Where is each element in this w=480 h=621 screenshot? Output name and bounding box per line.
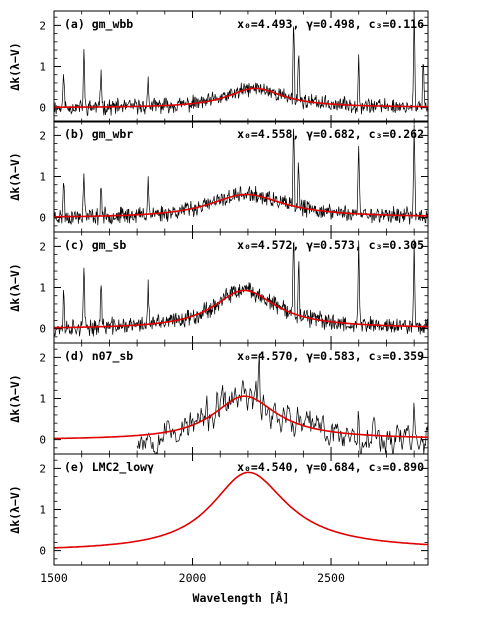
y-tick-label: 2 — [39, 19, 46, 32]
fit-line — [54, 471, 428, 549]
fit-line — [54, 87, 428, 109]
y-tick-label: 2 — [39, 129, 46, 142]
y-axis-label: Δk(λ−V) — [8, 152, 22, 200]
data-line — [136, 353, 428, 454]
y-tick-label: 0 — [39, 434, 46, 447]
fit-parameters: x₀=4.540, γ=0.684, c₃=0.890 — [237, 460, 424, 474]
panel-frame — [53, 10, 429, 123]
y-axis-label: Δk(λ−V) — [8, 42, 22, 90]
panel-label: (a) gm_wbb — [64, 17, 133, 32]
y-tick-label: 2 — [39, 351, 46, 364]
y-tick-label: 2 — [39, 462, 46, 475]
fit-line — [54, 193, 428, 218]
panel-a: 0 1 2 (a) gm_wbb x₀=4.493, γ=0.498, c₃=0.116… — [8, 10, 429, 123]
y-tick-label: 0 — [39, 323, 46, 336]
x-tick-label: 2000 — [179, 571, 207, 585]
panel-label: (b) gm_wbr — [64, 127, 133, 142]
panels-group: 0 1 2 (a) gm_wbb x₀=4.493, γ=0.498, c₃=0.116… — [8, 10, 429, 566]
x-tick-label: 2500 — [317, 571, 345, 585]
panel-label: (e) LMC2_lowγ — [64, 460, 154, 475]
y-tick-label: 0 — [39, 102, 46, 115]
fit-parameters: x₀=4.493, γ=0.498, c₃=0.116 — [237, 17, 424, 31]
data-line — [54, 239, 428, 337]
x-tick-label: 1500 — [40, 571, 68, 585]
panel-b: 0 1 2 (b) gm_wbr x₀=4.558, γ=0.682, c₃=0.262… — [8, 120, 429, 233]
x-axis-label: Wavelength [Å] — [193, 590, 290, 605]
y-tick-label: 2 — [39, 240, 46, 253]
y-tick-label: 0 — [39, 545, 46, 558]
fit-parameters: x₀=4.558, γ=0.682, c₃=0.262 — [237, 127, 424, 141]
panel-d: 0 1 2 (d) n07_sb x₀=4.570, γ=0.583, c₃=0.359… — [8, 342, 429, 455]
data-line — [54, 11, 428, 117]
fit-parameters: x₀=4.570, γ=0.583, c₃=0.359 — [237, 349, 424, 363]
fit-line — [54, 395, 428, 440]
x-tick-labels: 1500 2000 2500 — [40, 571, 345, 585]
y-tick-label: 1 — [39, 61, 46, 74]
y-tick-label: 1 — [39, 504, 46, 517]
panel-frame — [53, 453, 429, 566]
fit-parameters: x₀=4.572, γ=0.573, c₃=0.305 — [237, 238, 424, 252]
y-tick-label: 1 — [39, 393, 46, 406]
y-axis-label: Δk(λ−V) — [8, 263, 22, 311]
panel-label: (d) n07_sb — [64, 349, 133, 364]
y-axis-label: Δk(λ−V) — [8, 485, 22, 533]
y-tick-label: 1 — [39, 171, 46, 184]
y-tick-label: 1 — [39, 282, 46, 295]
panel-label: (c) gm_sb — [64, 238, 126, 253]
panel-c: 0 1 2 (c) gm_sb x₀=4.572, γ=0.573, c₃=0.305 Δ… — [8, 231, 429, 344]
fit-line — [54, 289, 428, 329]
y-tick-label: 0 — [39, 212, 46, 225]
panel-e: 0 1 2 (e) LMC2_lowγ x₀=4.540, γ=0.684, c₃=0.… — [8, 453, 429, 566]
y-axis-label: Δk(λ−V) — [8, 374, 22, 422]
